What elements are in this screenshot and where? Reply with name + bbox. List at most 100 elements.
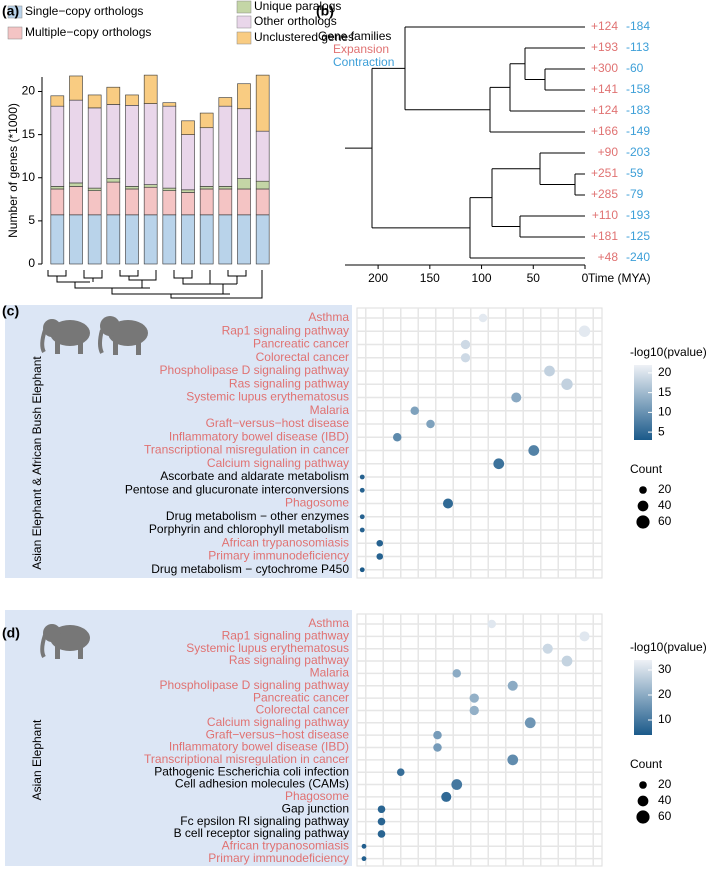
dot bbox=[377, 817, 386, 826]
dot bbox=[359, 527, 365, 533]
side-label: Asian Elephant & African Bush Elephant bbox=[30, 356, 44, 570]
bar-segment bbox=[237, 214, 251, 265]
dot bbox=[433, 743, 442, 752]
bar-segment bbox=[69, 99, 83, 184]
bar-segment bbox=[255, 180, 270, 190]
bar-segment bbox=[125, 214, 139, 265]
x-tick-label: 200 bbox=[368, 271, 388, 285]
colorbar-title: -log10(pvalue) bbox=[630, 640, 707, 654]
contraction-label: -183 bbox=[626, 103, 650, 117]
y-tick-label: 5 bbox=[28, 213, 35, 227]
category-label: Graft−versus−host disease bbox=[206, 727, 350, 741]
bar-segment bbox=[69, 75, 83, 101]
bar-segment bbox=[50, 105, 65, 187]
expansion-label: +285 bbox=[591, 187, 618, 201]
bar-segment bbox=[218, 188, 233, 216]
bar-segment bbox=[181, 134, 195, 191]
plot-area bbox=[356, 307, 603, 579]
bar-segment bbox=[87, 190, 102, 216]
expansion-label: +166 bbox=[591, 124, 618, 138]
legend-swatch bbox=[236, 0, 252, 14]
side-label: Asian Elephant bbox=[30, 719, 44, 800]
bar-segment bbox=[143, 103, 158, 185]
dot bbox=[396, 768, 405, 777]
legend-swatch bbox=[7, 26, 23, 40]
species-dendrogram bbox=[47, 270, 263, 299]
bar-segment bbox=[237, 188, 251, 216]
contraction-label: -79 bbox=[626, 187, 644, 201]
category-label: Cell adhesion molecules (CAMs) bbox=[175, 777, 349, 791]
category-label: Primary immunodeficiency bbox=[208, 851, 349, 865]
y-tick-label: 10 bbox=[22, 170, 36, 184]
legend-swatch bbox=[236, 15, 252, 29]
expansion-label: +48 bbox=[598, 250, 619, 264]
bar-segment bbox=[69, 214, 83, 265]
dot bbox=[377, 830, 386, 838]
category-label: Pathogenic Escherichia coli infection bbox=[154, 764, 349, 778]
size-legend-label: 20 bbox=[658, 777, 672, 791]
bar-segment bbox=[143, 186, 158, 216]
contraction-label: -59 bbox=[626, 166, 644, 180]
bar-segment bbox=[143, 184, 158, 188]
x-tick-label: 50 bbox=[527, 271, 541, 285]
size-legend-label: 40 bbox=[658, 498, 672, 512]
bar-segment bbox=[50, 186, 65, 190]
category-label: Phospholipase D signaling pathway bbox=[160, 678, 349, 692]
category-label: Rap1 signaling pathway bbox=[222, 629, 349, 643]
dot bbox=[561, 655, 573, 667]
contraction-label: -125 bbox=[626, 229, 650, 243]
category-label: Gap junction bbox=[282, 801, 349, 815]
colorbar-tick-label: 20 bbox=[658, 365, 672, 379]
bar-segment bbox=[50, 188, 65, 216]
category-label: Colorectal cancer bbox=[256, 350, 349, 364]
bar-segment bbox=[125, 94, 139, 106]
contraction-label: -60 bbox=[626, 61, 644, 75]
dot bbox=[487, 619, 496, 629]
dot bbox=[469, 693, 479, 703]
bar-segment bbox=[50, 95, 65, 107]
dot bbox=[493, 458, 505, 470]
dot bbox=[579, 631, 590, 642]
category-label: African trypanosomiasis bbox=[222, 838, 349, 852]
x-tick-label: 0 bbox=[582, 271, 589, 285]
bar-segment bbox=[69, 186, 83, 216]
category-label: Fc epsilon RI signaling pathway bbox=[180, 814, 349, 828]
plot-area bbox=[356, 613, 603, 867]
bar-segment bbox=[125, 105, 139, 187]
category-label: Transcriptional misregulation in cancer bbox=[144, 443, 349, 457]
dot bbox=[359, 474, 365, 480]
colorbar-tick-label: 5 bbox=[658, 424, 665, 438]
bar-segment bbox=[162, 190, 177, 216]
panel-c-background bbox=[5, 305, 352, 578]
legend-swatch bbox=[7, 5, 23, 19]
category-label: Transcriptional misregulation in cancer bbox=[144, 752, 349, 766]
x-tick-label: 150 bbox=[420, 271, 440, 285]
dot bbox=[542, 643, 553, 654]
bar-segment bbox=[106, 104, 121, 179]
bar-segment bbox=[255, 214, 270, 265]
contraction-label: -240 bbox=[626, 250, 650, 264]
category-label: Colorectal cancer bbox=[256, 703, 349, 717]
dot bbox=[578, 325, 591, 337]
contraction-label: -193 bbox=[626, 208, 650, 222]
colorbar bbox=[634, 660, 652, 735]
bar-segment bbox=[255, 130, 270, 182]
bar-segment bbox=[162, 105, 177, 189]
size-legend-title: Count bbox=[630, 462, 663, 476]
expansion-label: +110 bbox=[592, 208, 618, 222]
colorbar-title: -log10(pvalue) bbox=[630, 345, 707, 359]
bar-segment bbox=[50, 214, 65, 265]
bar-segment bbox=[237, 108, 251, 179]
category-label: Asthma bbox=[308, 310, 349, 324]
dot bbox=[376, 553, 384, 560]
bar-segment bbox=[106, 86, 121, 105]
bar-segment bbox=[87, 214, 102, 265]
elephant-icon-d bbox=[40, 624, 90, 659]
panel-label: (a) bbox=[2, 3, 19, 19]
elephant-icons-c bbox=[40, 316, 148, 355]
expansion-label: +181 bbox=[591, 229, 618, 243]
category-label: Drug metabolism − cytochrome P450 bbox=[151, 562, 349, 576]
dot bbox=[442, 498, 454, 509]
size-legend-dot bbox=[636, 515, 650, 529]
category-label: Ras signaling pathway bbox=[229, 653, 349, 667]
